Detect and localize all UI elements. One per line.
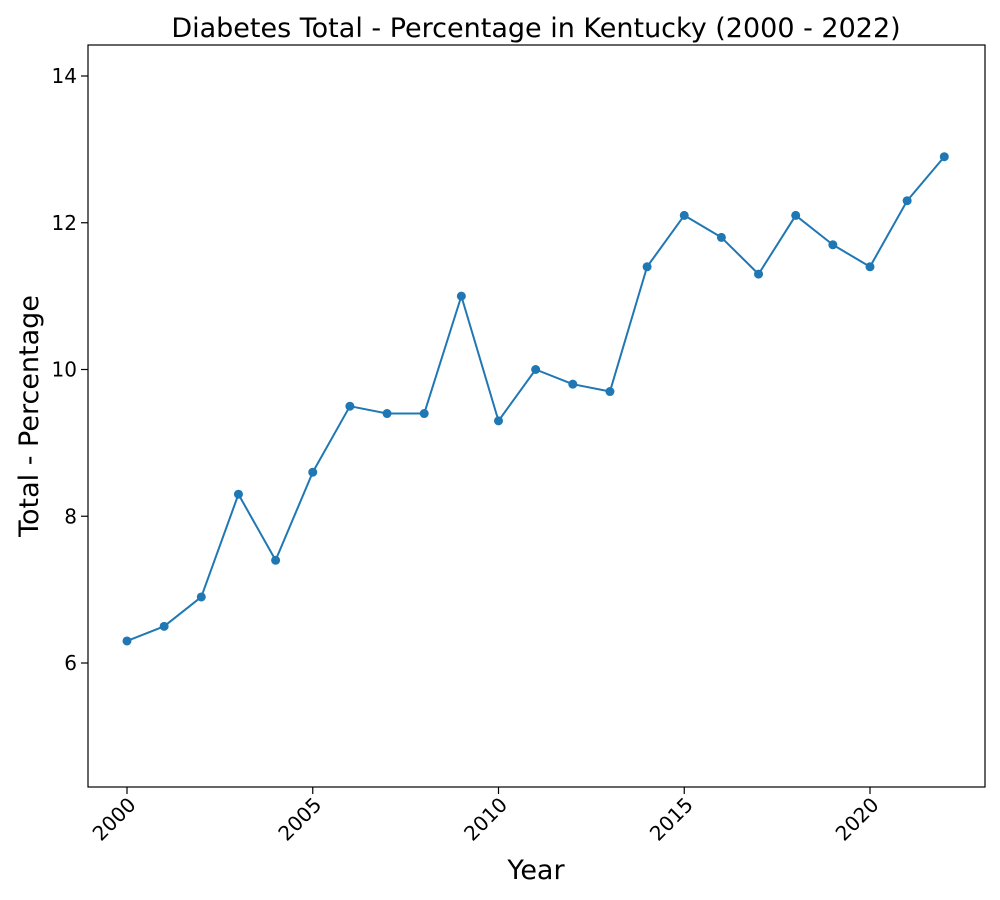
- x-axis-label: Year: [506, 855, 565, 886]
- data-point: [308, 467, 318, 477]
- data-point: [456, 291, 466, 301]
- data-point: [233, 489, 243, 499]
- data-point: [196, 592, 206, 602]
- data-point: [419, 409, 429, 419]
- data-point: [494, 416, 503, 426]
- y-axis-ticks: 6 8 10 12 14: [52, 64, 88, 675]
- data-point: [754, 269, 764, 279]
- y-tick-label: 12: [52, 211, 77, 235]
- y-tick-label: 6: [64, 651, 77, 675]
- data-point: [902, 196, 912, 206]
- plot-series: [122, 152, 949, 646]
- y-tick-label: 14: [52, 64, 77, 88]
- data-point: [679, 210, 689, 220]
- data-point: [716, 232, 726, 242]
- data-point: [828, 240, 838, 250]
- y-axis-label: Total - Percentage: [14, 295, 45, 538]
- y-tick-label: 8: [64, 504, 77, 528]
- data-point: [159, 621, 169, 631]
- data-point: [791, 210, 801, 220]
- y-tick-label: 10: [52, 358, 77, 382]
- chart-title: Diabetes Total - Percentage in Kentucky …: [171, 13, 900, 44]
- data-point: [531, 365, 541, 374]
- data-point: [605, 387, 615, 397]
- data-point: [271, 555, 281, 565]
- data-point: [382, 409, 392, 419]
- data-point: [122, 636, 132, 646]
- data-point: [345, 401, 355, 411]
- plot-frame: [87, 44, 986, 788]
- data-point: [642, 262, 652, 272]
- data-point: [568, 379, 578, 389]
- data-point: [865, 262, 875, 272]
- data-point: [939, 152, 949, 162]
